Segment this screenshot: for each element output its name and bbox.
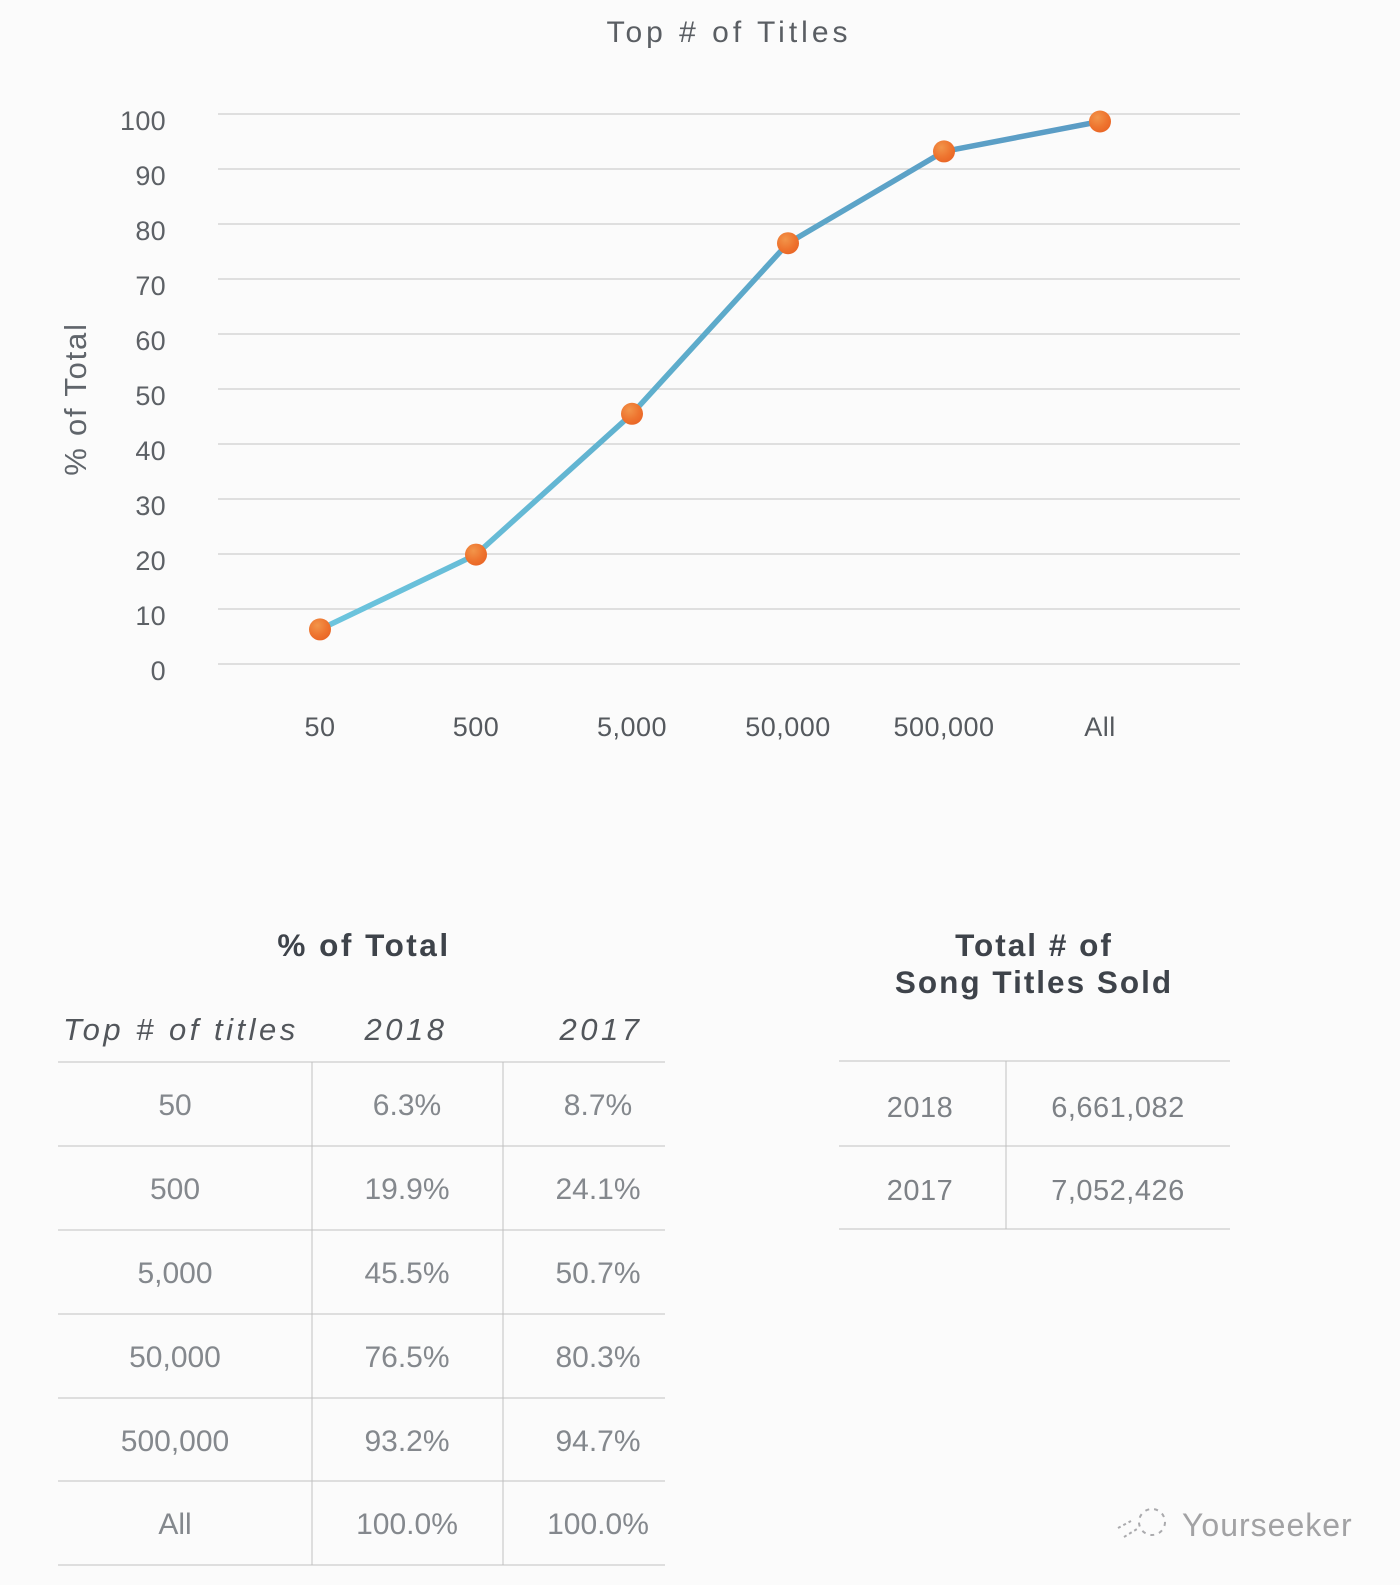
svg-text:8.7%: 8.7% — [564, 1089, 632, 1122]
svg-text:80.3%: 80.3% — [555, 1341, 640, 1374]
svg-text:10: 10 — [135, 601, 166, 631]
svg-text:93.2%: 93.2% — [364, 1425, 449, 1458]
svg-text:50,000: 50,000 — [745, 712, 831, 742]
svg-text:50,000: 50,000 — [129, 1341, 221, 1374]
svg-text:500: 500 — [453, 712, 500, 742]
svg-text:Top # of Titles: Top # of Titles — [606, 16, 851, 49]
svg-text:500: 500 — [150, 1173, 200, 1206]
svg-text:100.0%: 100.0% — [356, 1508, 458, 1541]
svg-text:100.0%: 100.0% — [547, 1508, 649, 1541]
svg-text:50: 50 — [135, 381, 166, 411]
svg-text:20: 20 — [135, 546, 166, 576]
svg-text:2018: 2018 — [364, 1012, 448, 1047]
svg-text:76.5%: 76.5% — [364, 1341, 449, 1374]
svg-text:7,052,426: 7,052,426 — [1051, 1175, 1185, 1207]
svg-text:2018: 2018 — [887, 1092, 954, 1124]
svg-text:% of Total: % of Total — [58, 322, 93, 476]
svg-text:19.9%: 19.9% — [364, 1173, 449, 1206]
svg-text:50: 50 — [304, 712, 335, 742]
svg-text:5,000: 5,000 — [597, 712, 667, 742]
svg-text:2017: 2017 — [887, 1175, 954, 1207]
svg-text:2017: 2017 — [559, 1012, 643, 1047]
svg-text:90: 90 — [135, 161, 166, 191]
svg-text:100: 100 — [120, 106, 166, 136]
svg-text:500,000: 500,000 — [893, 712, 994, 742]
svg-text:6.3%: 6.3% — [373, 1089, 441, 1122]
svg-text:70: 70 — [135, 271, 166, 301]
svg-text:94.7%: 94.7% — [555, 1425, 640, 1458]
svg-text:All: All — [1084, 712, 1116, 742]
svg-text:500,000: 500,000 — [121, 1425, 229, 1458]
svg-text:Total # of: Total # of — [955, 927, 1113, 963]
svg-text:5,000: 5,000 — [137, 1257, 212, 1290]
svg-text:45.5%: 45.5% — [364, 1257, 449, 1290]
svg-text:50.7%: 50.7% — [555, 1257, 640, 1290]
svg-text:24.1%: 24.1% — [555, 1173, 640, 1206]
svg-text:All: All — [158, 1508, 191, 1541]
svg-text:Song Titles Sold: Song Titles Sold — [895, 964, 1173, 1000]
svg-text:80: 80 — [135, 216, 166, 246]
svg-text:0: 0 — [151, 656, 166, 686]
svg-text:% of Total: % of Total — [277, 927, 450, 963]
svg-text:40: 40 — [135, 436, 166, 466]
svg-text:Top # of titles: Top # of titles — [63, 1012, 299, 1047]
svg-text:60: 60 — [135, 326, 166, 356]
svg-text:6,661,082: 6,661,082 — [1051, 1092, 1185, 1124]
svg-text:50: 50 — [158, 1089, 191, 1122]
svg-text:Yourseeker: Yourseeker — [1182, 1507, 1353, 1543]
svg-text:30: 30 — [135, 491, 166, 521]
